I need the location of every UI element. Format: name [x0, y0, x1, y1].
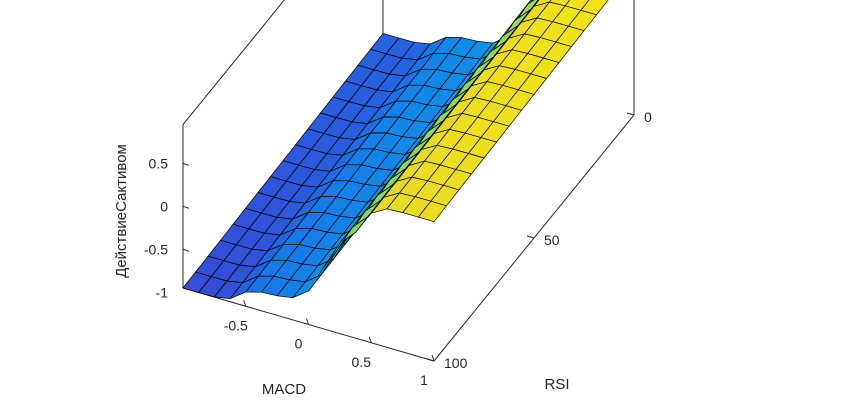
y-tick-label: 0 [644, 109, 652, 125]
x-tick-label: 0.5 [352, 354, 372, 370]
z-tick-mark [182, 205, 190, 209]
x-tick-mark [306, 318, 309, 325]
z-tick-label: 0 [160, 198, 168, 214]
y-tick-mark [526, 235, 535, 239]
z-axis-label: ДействиеСактивом [113, 144, 130, 278]
axis-ticks: -0.5 0 0.5 1 0 50 100 -1 -0.5 0 0.5 [144, 109, 652, 388]
x-tick-mark [431, 354, 435, 362]
z-tick-label: 0.5 [149, 155, 169, 171]
z-tick-label: -1 [156, 284, 169, 300]
x-tick-label: -0.5 [224, 317, 248, 333]
z-tick-mark [182, 248, 190, 252]
x-axis-label: MACD [262, 381, 306, 398]
x-tick-label: 0 [295, 336, 303, 352]
surface-mesh [182, 0, 609, 299]
y-tick-mark [626, 112, 635, 116]
x-tick-mark [243, 300, 247, 307]
back-left-top-edge [182, 0, 285, 125]
x-tick-mark [368, 336, 372, 343]
x-tick-label: 1 [420, 372, 428, 388]
surface-patch [182, 271, 212, 293]
y-tick-mark [426, 358, 435, 362]
y-tick-label: 100 [444, 355, 468, 371]
y-tick-label: 50 [544, 232, 560, 248]
z-tick-label: -0.5 [144, 241, 168, 257]
y-axis-label: RSI [544, 376, 569, 393]
z-tick-mark [182, 162, 190, 166]
